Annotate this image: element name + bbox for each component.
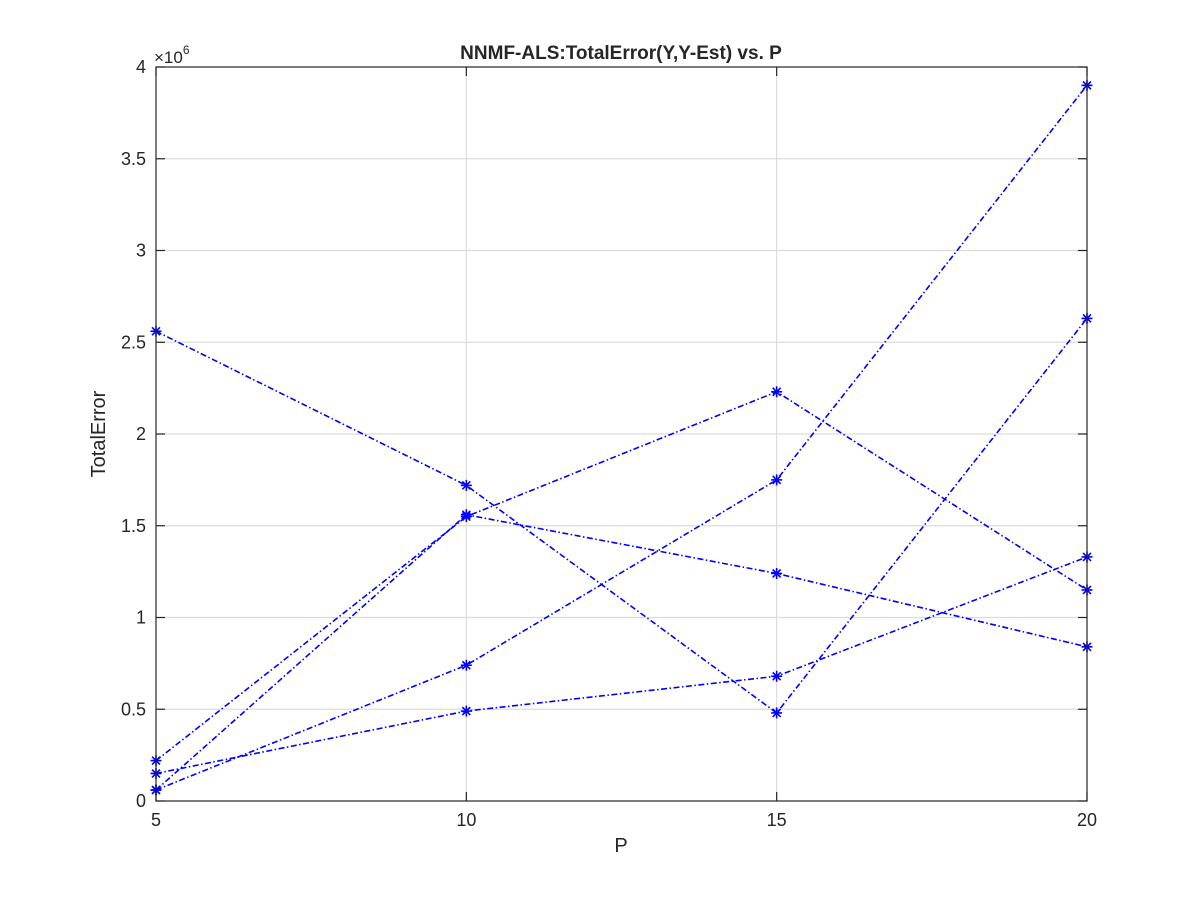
y-tick-label: 2 <box>136 424 146 444</box>
tick-labels: 5 10 15 20 0 0.5 1 1.5 2 2.5 3 3.5 4 <box>121 57 1097 830</box>
exponent-power: 6 <box>183 43 190 57</box>
y-tick-label: 3 <box>136 241 146 261</box>
data-point <box>460 659 472 671</box>
y-tick-label: 0.5 <box>121 699 146 719</box>
y-tick-label: 1 <box>136 608 146 628</box>
data-point <box>460 509 472 521</box>
grid <box>156 67 1087 801</box>
data-point <box>460 479 472 491</box>
y-tick-label: 3.5 <box>121 149 146 169</box>
data-point <box>771 707 783 719</box>
y-tick-label: 4 <box>136 57 146 77</box>
data-point <box>771 567 783 579</box>
x-tick-label: 10 <box>456 810 476 830</box>
x-axis-label: P <box>614 835 627 857</box>
x-tick-label: 5 <box>151 810 161 830</box>
x-tick-label: 20 <box>1077 810 1097 830</box>
exponent-base: ×10 <box>154 48 183 67</box>
series-line-4 <box>155 84 1088 791</box>
y-axis-exponent: ×106 <box>154 43 190 67</box>
chart-title: NNMF-ALS:TotalError(Y,Y-Est) vs. P <box>460 43 782 64</box>
axis-ticks <box>155 66 1088 802</box>
data-point <box>771 474 783 486</box>
y-tick-label: 2.5 <box>121 332 146 352</box>
x-tick-label: 15 <box>767 810 787 830</box>
series-line-1 <box>155 317 1088 715</box>
series-line-2 <box>155 390 1088 762</box>
data-point <box>771 386 783 398</box>
data-point <box>460 705 472 717</box>
y-axis-label: TotalError <box>88 390 110 477</box>
y-tick-label: 0 <box>136 791 146 811</box>
data-point <box>771 670 783 682</box>
series-line-3 <box>155 513 1088 791</box>
series-lines <box>155 84 1088 791</box>
y-tick-label: 1.5 <box>121 516 146 536</box>
